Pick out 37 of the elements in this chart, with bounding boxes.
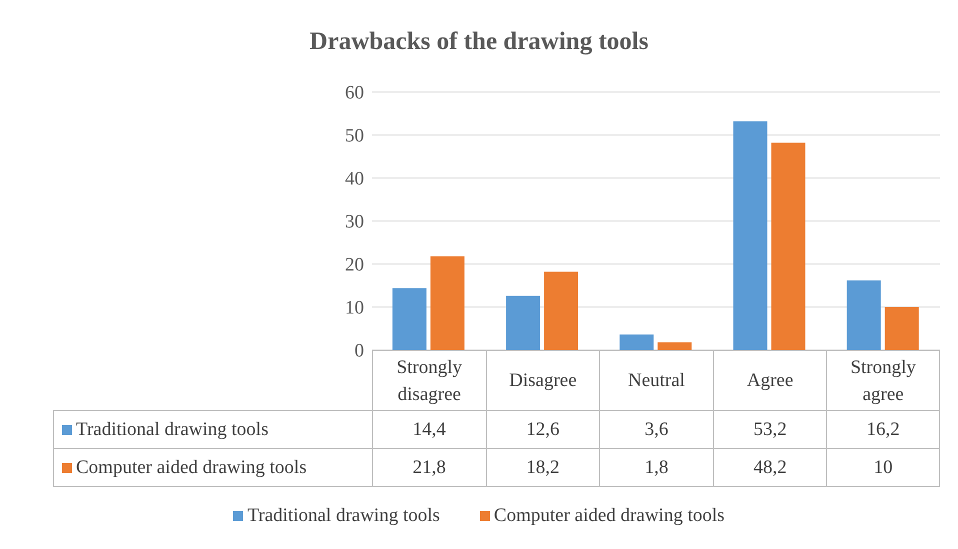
bar <box>430 256 464 350</box>
legend-label: Traditional drawing tools <box>76 418 268 440</box>
bar <box>846 280 881 350</box>
data-label: 14,4 <box>372 411 486 448</box>
bar <box>506 296 540 350</box>
data-label: 53,2 <box>712 411 826 448</box>
data-label: 1,8 <box>599 449 713 486</box>
bar <box>884 307 919 350</box>
data-label: 16,2 <box>826 411 940 448</box>
x-tick-label: Neutral <box>599 350 713 410</box>
text: Computer aided drawing tools <box>76 456 307 478</box>
bar <box>620 334 654 350</box>
x-tick-label: Strongly agree <box>826 350 940 410</box>
x-tick-label: Agree <box>712 350 826 410</box>
y-tick-label: 50 <box>345 126 364 147</box>
data-label: 12,6 <box>486 411 600 448</box>
data-label: 18,2 <box>486 449 600 486</box>
y-tick-label: 60 <box>345 82 364 104</box>
y-tick-label: 10 <box>345 298 364 319</box>
data-label: 21,8 <box>372 449 486 486</box>
bar <box>771 142 806 350</box>
y-tick-label: 20 <box>345 254 364 276</box>
data-label: 48,2 <box>712 449 826 486</box>
y-tick-label: 40 <box>345 168 364 190</box>
y-tick-label: 30 <box>345 212 364 233</box>
chart-title: Drawbacks of the drawing tools <box>308 28 650 56</box>
x-tick-label: Strongly disagree <box>372 350 486 410</box>
text: Traditional drawing tools <box>247 505 440 526</box>
data-label: 10 <box>826 449 940 486</box>
bar <box>658 342 692 350</box>
bar <box>544 272 578 350</box>
bar <box>733 121 768 350</box>
x-tick-label: Disagree <box>486 350 600 410</box>
data-label: 3,6 <box>599 411 713 448</box>
legend-label: Computer aided drawing tools <box>494 505 725 527</box>
y-tick-label: 0 <box>354 340 364 362</box>
bar <box>392 288 426 350</box>
